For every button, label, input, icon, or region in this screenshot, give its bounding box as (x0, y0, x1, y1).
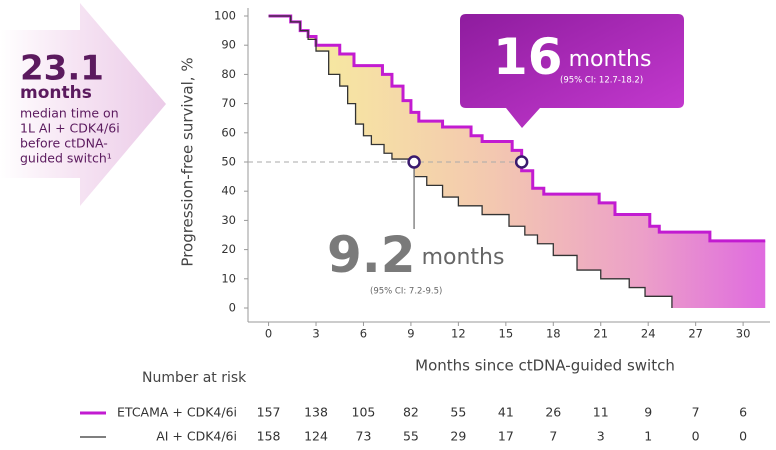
risk-count: 3 (597, 429, 605, 444)
risk-count: 73 (356, 429, 372, 444)
y-tick-label: 50 (221, 155, 236, 169)
median-label: 16 months (493, 28, 651, 86)
risk-count: 55 (403, 429, 419, 444)
callout-box (460, 14, 684, 128)
risk-count: 0 (692, 429, 700, 444)
prior-text: guided switch¹ (20, 151, 112, 166)
risk-count: 26 (545, 405, 561, 420)
risk-count: 9 (644, 405, 652, 420)
arrow-shape (0, 3, 166, 206)
x-tick-label: 3 (312, 327, 319, 341)
x-axis-title: Months since ctDNA-guided switch (415, 357, 675, 375)
risk-count: 17 (498, 429, 514, 444)
risk-count: 157 (257, 405, 281, 420)
median-ci: (95% CI: 12.7-18.2) (560, 76, 643, 86)
y-tick-label: 60 (221, 125, 236, 139)
risk-table-title: Number at risk (142, 370, 247, 386)
y-tick-label: 40 (221, 184, 236, 198)
x-tick-label: 15 (499, 327, 514, 341)
y-tick-label: 70 (221, 96, 236, 110)
y-tick-label: 0 (229, 301, 236, 315)
x-tick-label: 24 (641, 327, 656, 341)
risk-count: 1 (644, 429, 652, 444)
x-tick-label: 6 (360, 327, 367, 341)
y-tick-label: 30 (221, 213, 236, 227)
risk-count: 6 (739, 405, 747, 420)
prior-text: median time on (20, 106, 119, 121)
x-tick-label: 9 (407, 327, 414, 341)
y-tick-label: 100 (214, 9, 236, 23)
y-tick-label: 90 (221, 38, 236, 52)
x-tick-label: 0 (265, 327, 272, 341)
legend-label: ETCAMA + CDK4/6i (117, 405, 237, 420)
risk-count: 41 (498, 405, 514, 420)
y-tick-label: 80 (221, 67, 236, 81)
risk-count: 7 (692, 405, 700, 420)
median-marker (407, 155, 421, 169)
median-unit: months (422, 245, 505, 270)
legend-label: AI + CDK4/6i (156, 429, 237, 444)
y-tick-label: 20 (221, 242, 236, 256)
risk-count: 11 (593, 405, 609, 420)
x-tick-label: 12 (451, 327, 466, 341)
median-ci: (95% CI: 7.2-9.5) (370, 287, 442, 297)
risk-count: 105 (352, 405, 376, 420)
median-marker (514, 155, 529, 169)
median-label: 9.2 months (327, 226, 504, 284)
risk-count: 0 (739, 429, 747, 444)
risk-count: 158 (257, 429, 281, 444)
prior-unit: months (20, 83, 92, 103)
prior-value: 23.1 (20, 49, 104, 89)
x-tick-label: 21 (593, 327, 608, 341)
prior-text: before ctDNA- (20, 136, 108, 151)
prior-text: 1L AI + CDK4/6i (20, 121, 120, 136)
x-tick-label: 30 (736, 327, 751, 341)
risk-count: 7 (549, 429, 557, 444)
x-tick-label: 18 (546, 327, 561, 341)
median-unit: months (569, 47, 652, 72)
background-layer: 23.1 months Months since ctDNA-guided sw… (0, 3, 770, 386)
risk-count: 82 (403, 405, 419, 420)
median-value: 9.2 (327, 226, 416, 284)
risk-count: 138 (304, 405, 328, 420)
risk-count: 124 (304, 429, 328, 444)
risk-count: 29 (450, 429, 466, 444)
x-tick-label: 27 (688, 327, 703, 341)
y-axis-title: Progression-free survival, % (179, 57, 197, 266)
risk-count: 55 (450, 405, 466, 420)
median-value: 16 (493, 28, 563, 86)
y-tick-label: 10 (221, 271, 236, 285)
